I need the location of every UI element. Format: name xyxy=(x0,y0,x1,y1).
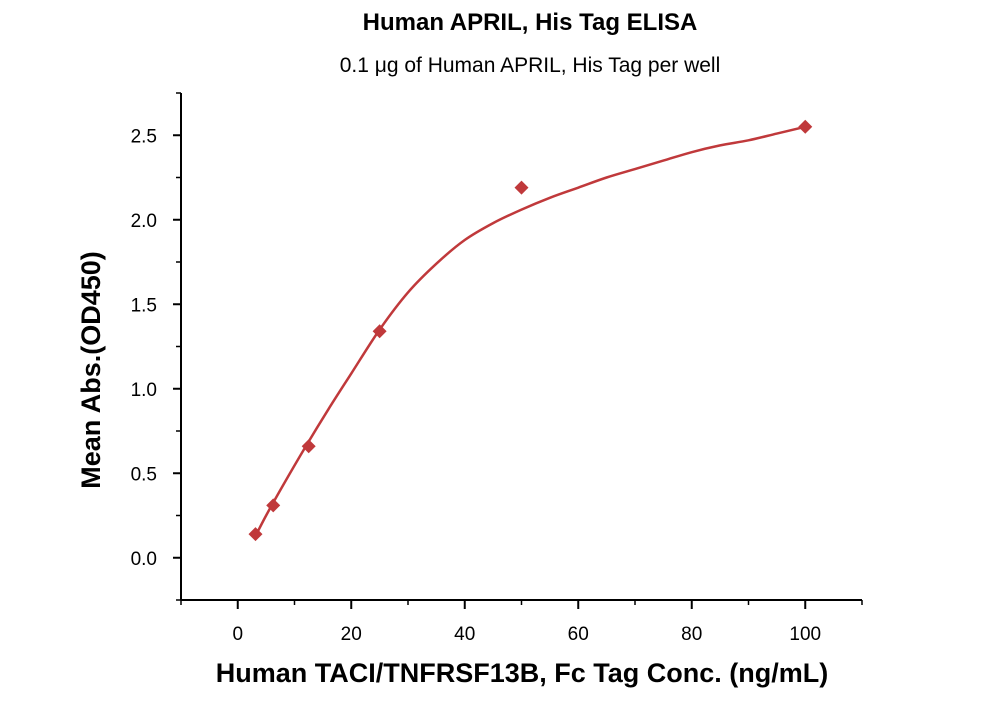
ticks xyxy=(173,92,863,609)
fit-curve-group xyxy=(253,125,806,539)
y-tick-label: 2.0 xyxy=(131,211,157,232)
data-point-diamond xyxy=(301,439,316,454)
x-tick-label: 60 xyxy=(568,624,589,645)
x-tick-label: 80 xyxy=(681,624,702,645)
data-point-diamond xyxy=(372,324,387,339)
x-tick-label: 20 xyxy=(341,624,362,645)
tick-labels: 0.0 0.5 1.0 1.5 2.0 2.5 0 20 40 60 80 100 xyxy=(131,126,822,645)
data-point-diamond xyxy=(248,527,263,542)
data-point-diamond xyxy=(266,498,281,513)
data-point-diamond xyxy=(798,119,813,134)
y-tick-label: 2.5 xyxy=(131,126,157,147)
chart-subtitle: 0.1 μg of Human APRIL, His Tag per well xyxy=(340,54,721,77)
x-tick-label: 100 xyxy=(789,624,821,645)
x-tick-label: 40 xyxy=(454,624,475,645)
fit-curve xyxy=(253,125,806,539)
y-tick-label: 0.5 xyxy=(131,464,157,485)
chart-title: Human APRIL, His Tag ELISA xyxy=(363,9,698,36)
axes xyxy=(180,93,862,601)
data-point-diamond xyxy=(514,180,529,195)
y-tick-label: 1.0 xyxy=(131,380,157,401)
y-axis-title: Mean Abs.(OD450) xyxy=(76,251,106,489)
x-tick-label: 0 xyxy=(232,624,243,645)
data-points xyxy=(248,119,813,542)
x-axis-title: Human TACI/TNFRSF13B, Fc Tag Conc. (ng/m… xyxy=(216,658,829,688)
y-tick-label: 0.0 xyxy=(131,549,157,570)
y-tick-label: 1.5 xyxy=(131,295,157,316)
